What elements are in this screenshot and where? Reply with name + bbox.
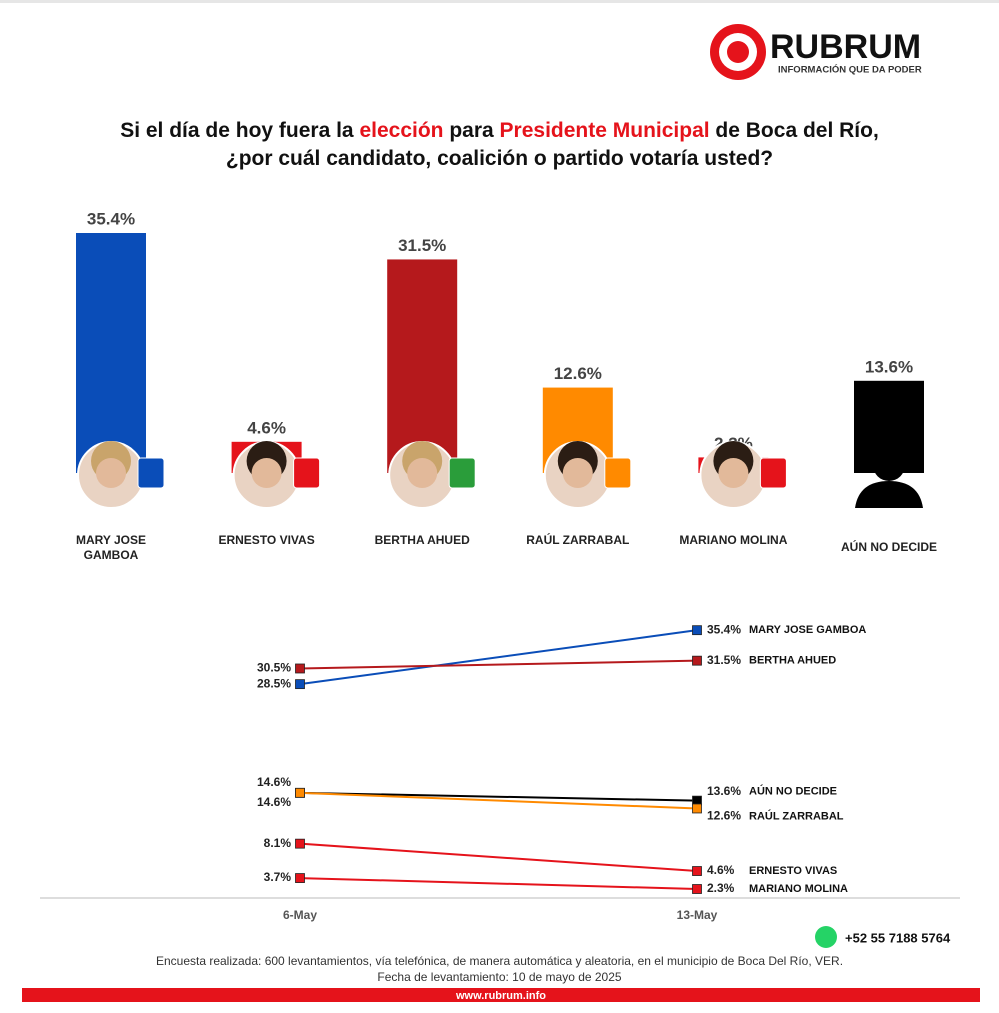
canvas: RUBRUM INFORMACIÓN QUE DA PODER +52 55 7… xyxy=(22,24,980,1002)
line xyxy=(299,791,698,802)
footer-bar xyxy=(22,988,980,1002)
portrait-face xyxy=(407,458,438,488)
value-label: 35.4% xyxy=(707,622,741,636)
title: ¿por cuál candidato, coalición o partido… xyxy=(225,147,774,170)
value-label: 31.5% xyxy=(398,236,446,255)
value-label: 4.6% xyxy=(247,418,286,437)
value-label: 12.6% xyxy=(554,364,602,383)
phone: +52 55 7188 5764 xyxy=(845,930,951,945)
value-label: 35.4% xyxy=(87,209,135,228)
line xyxy=(299,842,698,873)
point xyxy=(295,873,305,883)
line xyxy=(299,659,698,670)
party-logo xyxy=(759,457,787,489)
value-label: 4.6% xyxy=(707,863,735,877)
line xyxy=(299,629,698,686)
category-label: BERTHA AHUED xyxy=(374,533,470,547)
value-label: 28.5% xyxy=(257,676,291,690)
category-label: MARY JOSE GAMBOA xyxy=(75,533,147,562)
value-label: 13.6% xyxy=(707,784,741,798)
series-label: MARY JOSE GAMBOA xyxy=(749,624,866,636)
footnote: Fecha de levantamiento: 10 de mayo de 20… xyxy=(377,970,622,984)
title-part: para xyxy=(443,119,500,142)
silhouette xyxy=(873,449,905,481)
portrait-face xyxy=(251,458,282,488)
category-label: MARIANO MOLINA xyxy=(679,533,788,547)
party-logo xyxy=(137,457,165,489)
party-logo xyxy=(448,457,476,489)
point xyxy=(692,625,702,636)
value-label: 31.5% xyxy=(707,653,741,667)
party-logo xyxy=(293,457,321,489)
url: www.rubrum.info xyxy=(455,990,546,1002)
category-label: ERNESTO VIVAS xyxy=(218,533,315,547)
party-logo xyxy=(604,457,632,489)
logo-mark xyxy=(727,41,749,63)
value-label: 3.7% xyxy=(264,870,292,884)
portrait-face xyxy=(718,458,749,488)
whatsapp-icon xyxy=(815,926,837,948)
footnote: Encuesta realizada: 600 levantamientos, … xyxy=(155,954,844,968)
value-label: 12.6% xyxy=(707,809,741,823)
bar xyxy=(76,233,146,473)
point xyxy=(295,663,305,674)
value-label: 30.5% xyxy=(257,661,291,675)
category-label: AÚN NO DECIDE xyxy=(840,540,937,554)
value-label: 13.6% xyxy=(865,357,913,376)
category-label: RAÚL ZARRABAL xyxy=(526,533,630,547)
tagline: INFORMACIÓN QUE DA PODER xyxy=(778,64,922,76)
series-label: AÚN NO DECIDE xyxy=(749,785,837,798)
series-label: MARIANO MOLINA xyxy=(749,883,848,895)
portrait-face xyxy=(96,458,126,488)
brand: RUBRUM xyxy=(770,28,921,66)
point xyxy=(692,866,702,876)
silhouette xyxy=(855,481,923,508)
title: Si el día de hoy fuera la elección para … xyxy=(0,119,999,143)
point xyxy=(692,655,702,666)
point xyxy=(295,838,305,849)
point xyxy=(692,884,702,894)
x-tick-label: 6-May xyxy=(283,908,317,922)
line xyxy=(299,877,698,891)
point xyxy=(295,787,305,798)
value-label: 2.3% xyxy=(707,881,735,895)
series-label: ERNESTO VIVAS xyxy=(749,865,837,877)
title-part: de Boca del Río, xyxy=(709,119,879,142)
value-label: 14.6% xyxy=(257,775,291,789)
series-label: BERTHA AHUED xyxy=(749,655,836,667)
point xyxy=(295,679,305,690)
series-label: RAÚL ZARRABAL xyxy=(749,809,844,822)
title-part: Si el día de hoy fuera la xyxy=(120,119,360,142)
portrait-face xyxy=(562,458,593,488)
bar xyxy=(387,259,458,473)
x-tick-label: 13-May xyxy=(677,908,718,922)
point xyxy=(692,803,702,814)
value-label: 14.6% xyxy=(257,795,291,809)
title-part: elección xyxy=(359,119,444,142)
value-label: 8.1% xyxy=(264,836,292,850)
line xyxy=(299,791,698,810)
title-part: Presidente Municipal xyxy=(499,119,710,142)
